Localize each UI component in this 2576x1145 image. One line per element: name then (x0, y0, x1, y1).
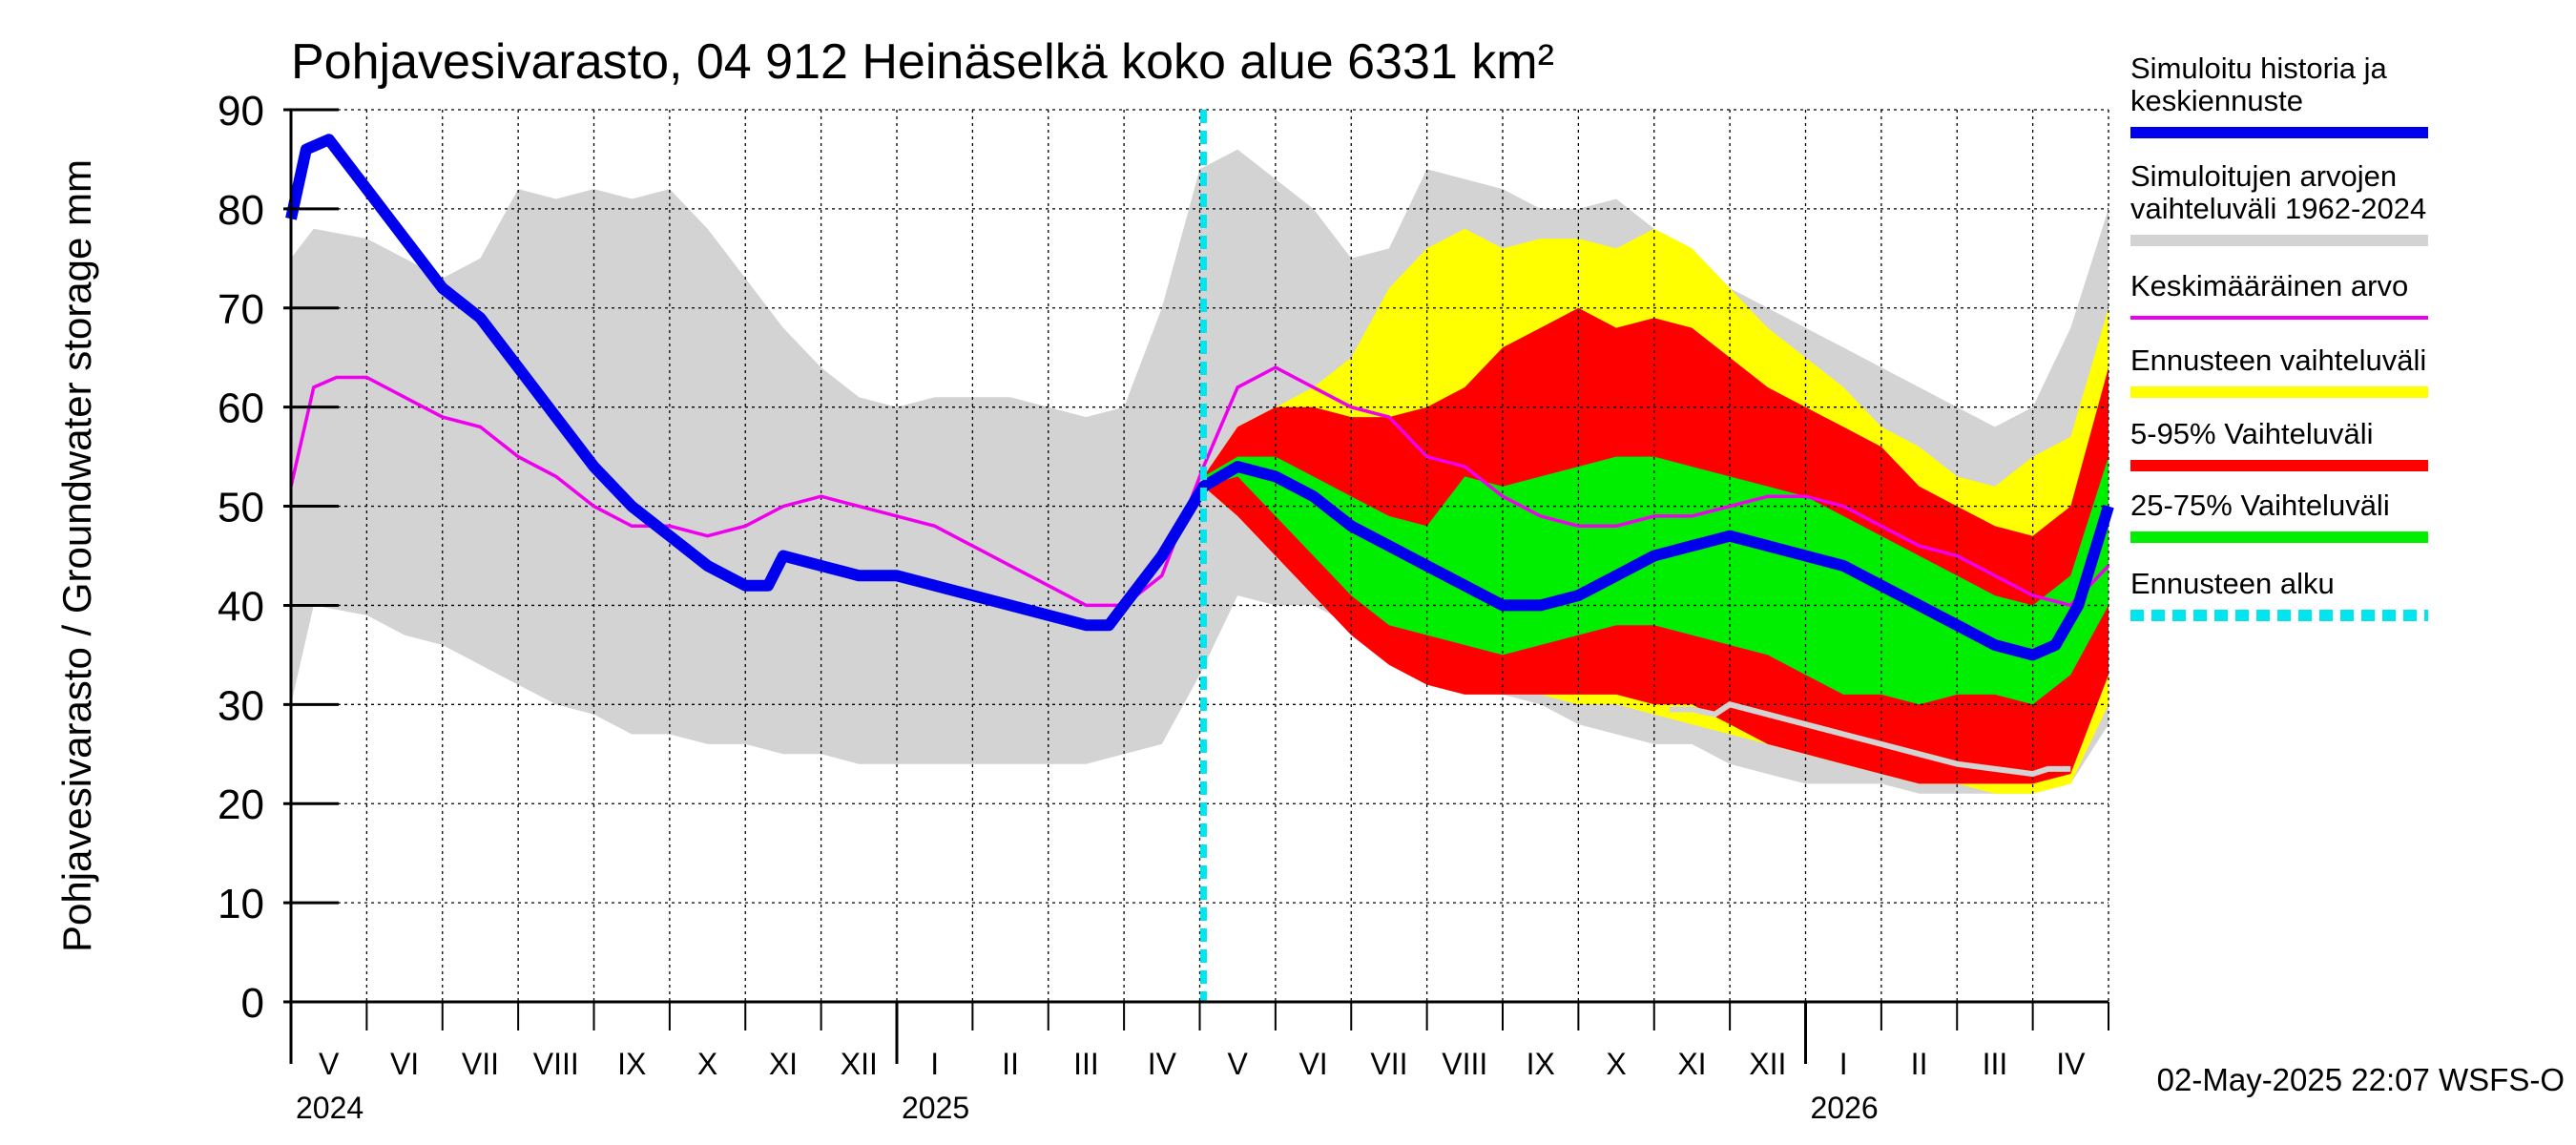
month-label: XI (1677, 1047, 1706, 1081)
y-tick-label: 80 (218, 187, 264, 234)
month-label: X (697, 1047, 717, 1081)
y-tick-label: 60 (218, 385, 264, 432)
month-label: I (1839, 1047, 1848, 1081)
legend-item: Simuloitujen arvojen vaihteluväli 1962-20… (2130, 159, 2428, 246)
month-label: XII (841, 1047, 878, 1081)
month-label: II (1002, 1047, 1019, 1081)
month-label: I (930, 1047, 939, 1081)
y-tick-label: 40 (218, 583, 264, 630)
legend-label: Simuloitujen arvojen vaihteluväli 1962-20… (2130, 159, 2426, 225)
legend-label: Ennusteen vaihteluväli (2130, 344, 2426, 377)
month-label: VII (1370, 1047, 1407, 1081)
y-tick-label: 50 (218, 485, 264, 531)
legend: Simuloitu historia ja keskiennuste Simuloi… (2130, 52, 2428, 621)
legend-item: Ennusteen vaihteluväli (2130, 344, 2428, 398)
month-label: IV (2056, 1047, 2086, 1081)
month-label: V (319, 1047, 340, 1081)
year-label: 2024 (296, 1091, 364, 1125)
legend-item: Ennusteen alku (2130, 567, 2428, 621)
year-label: 2025 (902, 1091, 969, 1125)
legend-item: Keskimääräinen arvo (2130, 269, 2428, 320)
y-tick-label: 0 (241, 980, 264, 1027)
month-label: VIII (533, 1047, 579, 1081)
p25-75-band (1203, 456, 2109, 705)
month-label: XII (1749, 1047, 1786, 1081)
month-label: IV (1148, 1047, 1177, 1081)
month-label: VI (1298, 1047, 1327, 1081)
plot-area (285, 109, 2114, 1002)
month-label: IX (1527, 1047, 1555, 1081)
month-label: III (1983, 1047, 2008, 1081)
month-label: XI (769, 1047, 798, 1081)
month-label: X (1606, 1047, 1626, 1081)
min-line (1669, 701, 2071, 778)
month-label: VIII (1442, 1047, 1487, 1081)
month-label: V (1228, 1047, 1249, 1081)
month-label: VI (390, 1047, 419, 1081)
grid (291, 109, 2109, 1002)
y-tick-label: 10 (218, 881, 264, 927)
y-tick-label: 20 (218, 781, 264, 828)
y-axis-label: Pohjavesivarasto / Groundwater storage m… (54, 159, 99, 952)
month-label: IX (617, 1047, 646, 1081)
chart-title: Pohjavesivarasto, 04 912 Heinäselkä koko… (291, 34, 1554, 90)
legend-item: 5-95% Vaihteluväli (2130, 417, 2428, 471)
year-label: 2026 (1811, 1091, 1879, 1125)
legend-label: 25-75% Vaihteluväli (2130, 489, 2390, 522)
y-tick-label: 90 (218, 88, 264, 135)
legend-item: Simuloitu historia ja keskiennuste (2130, 52, 2428, 138)
month-label: II (1911, 1047, 1928, 1081)
timestamp: 02-May-2025 22:07 WSFS-O (2157, 1062, 2565, 1097)
legend-label: 5-95% Vaihteluväli (2130, 417, 2373, 450)
y-tick-label: 70 (218, 286, 264, 333)
legend-item: 25-75% Vaihteluväli (2130, 489, 2428, 543)
legend-label: Simuloitu historia ja keskiennuste (2130, 52, 2388, 117)
y-tick-label: 30 (218, 682, 264, 729)
month-label: VII (462, 1047, 499, 1081)
history-forecast-line (285, 134, 2114, 661)
month-label: III (1073, 1047, 1099, 1081)
legend-label: Ennusteen alku (2130, 567, 2335, 600)
legend-label: Keskimääräinen arvo (2130, 269, 2408, 302)
